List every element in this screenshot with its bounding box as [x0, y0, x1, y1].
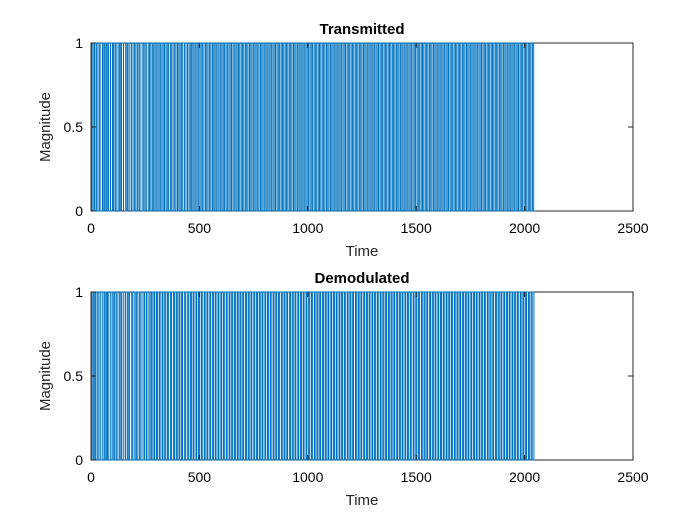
x-tick-label: 500 — [188, 469, 212, 485]
y-tick-label: 0.5 — [64, 119, 84, 135]
x-tick-label: 1500 — [401, 220, 432, 236]
x-axis-label: Time — [346, 492, 379, 509]
y-tick-label: 0 — [75, 452, 83, 468]
subplot-transmitted: 0 500 1000 1500 2000 2500 0 0.5 1 Transmitted Time… — [37, 21, 649, 260]
y-tick-label: 0.5 — [64, 368, 84, 384]
x-tick-label: 500 — [188, 220, 212, 236]
x-tick-label: 1500 — [401, 469, 432, 485]
y-axis-label: Magnitude — [37, 341, 54, 411]
y-axis-label: Magnitude — [37, 92, 54, 162]
x-tick-label: 1000 — [292, 220, 323, 236]
series-line — [91, 42, 536, 212]
x-tick-label: 2500 — [617, 469, 648, 485]
x-tick-label: 2500 — [617, 220, 648, 236]
x-tick-label: 0 — [87, 469, 95, 485]
y-tick-label: 1 — [75, 35, 83, 51]
x-axis-label: Time — [346, 243, 379, 260]
x-tick-label: 0 — [87, 220, 95, 236]
chart-title: Transmitted — [319, 21, 404, 38]
y-tick-label: 0 — [75, 203, 83, 219]
x-tick-label: 2000 — [509, 469, 540, 485]
x-tick-label: 1000 — [292, 469, 323, 485]
x-tick-label: 2000 — [509, 220, 540, 236]
y-tick-label: 1 — [75, 284, 83, 300]
series-line — [91, 291, 536, 461]
chart-title: Demodulated — [314, 270, 409, 287]
subplot-demodulated: 0 500 1000 1500 2000 2500 0 0.5 1 Demodulated Time… — [37, 270, 649, 509]
